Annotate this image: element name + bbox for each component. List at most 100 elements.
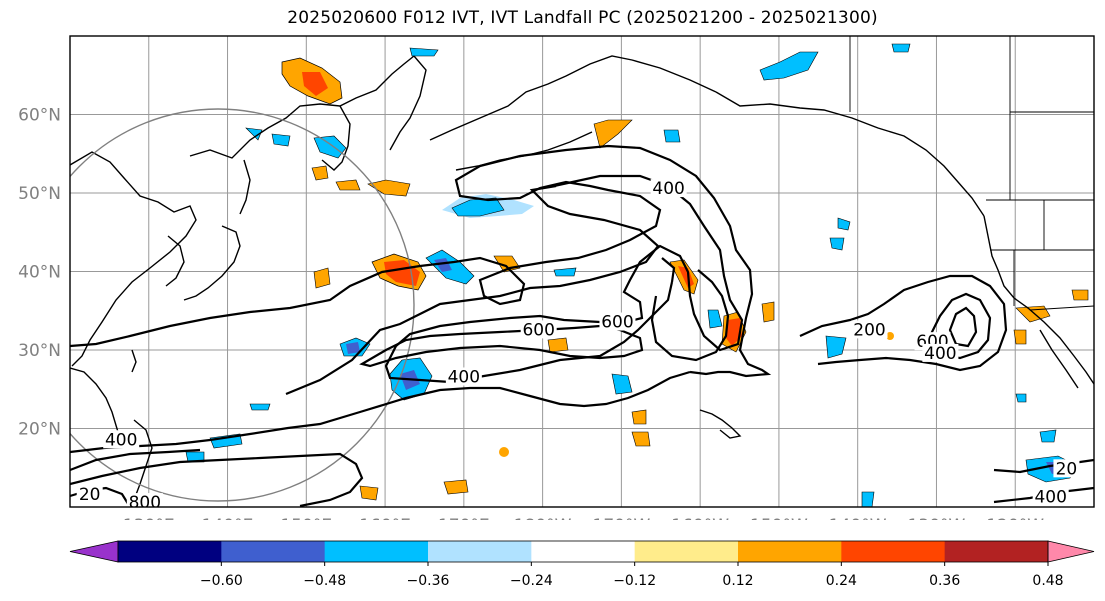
contour-label: 400 xyxy=(924,344,956,364)
negative-anomaly xyxy=(245,127,263,141)
colorbar-segment xyxy=(324,541,429,562)
kamchatka-coastline xyxy=(321,105,351,171)
positive-anomaly xyxy=(359,485,379,501)
colorbar-segment xyxy=(738,541,842,562)
negative-anomaly xyxy=(759,51,819,81)
north-america-west-coast xyxy=(983,215,1094,385)
us-mexico-border xyxy=(1029,305,1094,311)
longitude-tick-label: 180°W xyxy=(514,516,572,520)
longitude-tick-label: 150°E xyxy=(280,516,332,520)
positive-anomaly xyxy=(1013,329,1027,345)
positive-anomaly xyxy=(1071,289,1089,301)
longitude-tick-label: 160°E xyxy=(359,516,411,520)
alaska-coastline xyxy=(429,55,717,141)
contour-label: 400 xyxy=(105,430,137,450)
longitude-tick-label: 170°E xyxy=(438,516,490,520)
contour-label: 400 xyxy=(1034,488,1066,508)
positive-anomaly xyxy=(761,301,775,323)
negative-anomaly xyxy=(837,217,851,231)
longitude-tick-label: 140°W xyxy=(829,516,887,520)
longitude-tick-label: 130°W xyxy=(908,516,966,520)
negative-anomaly xyxy=(825,335,847,359)
figure-title: 2025020600 F012 IVT, IVT Landfall PC (20… xyxy=(287,8,878,28)
range-ring xyxy=(70,108,415,502)
positive-anomaly-core xyxy=(302,72,328,96)
colorbar-segment xyxy=(841,541,946,562)
colorbar-extend-high xyxy=(1047,540,1095,563)
positive-anomaly xyxy=(1015,305,1051,323)
negative-anomaly xyxy=(271,133,291,147)
ivt-pc-anomaly-shading xyxy=(185,43,1089,507)
contour-label-background xyxy=(599,312,636,331)
ivt-contour-600 xyxy=(359,324,644,368)
negative-anomaly xyxy=(1015,393,1027,403)
colorbar-segment xyxy=(428,541,532,562)
positive-anomaly xyxy=(631,431,651,447)
contour-label-background xyxy=(520,320,557,339)
latitude-tick-label: 30°N xyxy=(18,341,61,361)
korea xyxy=(165,235,185,287)
contour-label-background xyxy=(922,343,959,362)
baja-california xyxy=(1039,329,1079,389)
siberia-coastline xyxy=(189,55,415,159)
colorbar-tick-label: −0.60 xyxy=(200,573,243,589)
political-borders xyxy=(849,36,1094,311)
positive-anomaly xyxy=(593,119,633,149)
contour-label-background xyxy=(126,493,163,507)
colorbar-tick-label: 0.48 xyxy=(1032,573,1063,589)
okhotsk-coastline xyxy=(389,55,427,151)
negative-anomaly xyxy=(707,309,723,329)
latitude-tick-label: 20°N xyxy=(18,420,61,440)
ivt-contour-200 xyxy=(70,370,691,454)
sakhalin xyxy=(239,159,251,215)
longitude-tick-label: 170°W xyxy=(593,516,651,520)
contour-label: 600 xyxy=(522,320,554,340)
contour-label: 600 xyxy=(601,313,633,333)
asia-coastline xyxy=(70,151,197,367)
colorbar-tick-label: −0.36 xyxy=(407,573,450,589)
latitude-tick-label: 50°N xyxy=(18,184,61,204)
colorbar-segment xyxy=(944,541,1049,562)
positive-anomaly xyxy=(547,337,569,353)
colorbar-tick-labels: −0.60 −0.48 −0.36 −0.24 −0.12 0.12 0.24 0.36 0.4… xyxy=(200,562,1064,589)
negative-anomaly xyxy=(861,491,875,507)
positive-anomaly xyxy=(311,165,329,181)
negative-anomaly xyxy=(891,43,911,53)
colorbar-outline xyxy=(117,540,1049,563)
contour-label: 200 xyxy=(853,320,885,340)
ivt-contour-600 xyxy=(650,269,730,362)
philippines xyxy=(133,419,153,501)
positive-anomaly xyxy=(313,267,331,289)
colorbar-tick-label: 0.24 xyxy=(826,573,857,589)
ivt-contour-200-east xyxy=(799,274,1008,372)
latitude-tick-label: 40°N xyxy=(18,263,61,283)
positive-anomaly-spot xyxy=(886,332,894,340)
colorbar-tick-label: −0.24 xyxy=(510,573,553,589)
asia-coastline xyxy=(70,367,119,433)
ivt-contour-south xyxy=(70,452,364,507)
ivt-contour-400 xyxy=(285,184,660,396)
colorbar-tick-label: 0.12 xyxy=(722,573,753,589)
colorbar-segment xyxy=(531,541,636,562)
contour-label: 400 xyxy=(448,367,480,387)
longitude-tick-label: 160°W xyxy=(671,516,729,520)
positive-anomaly-spot xyxy=(499,447,509,457)
positive-anomaly xyxy=(367,179,411,197)
negative-anomaly xyxy=(663,129,681,143)
ivt-contour-400 xyxy=(661,257,676,283)
latitude-tick-labels: 60°N 50°N 40°N 30°N 20°N xyxy=(18,106,61,440)
negative-anomaly-core xyxy=(451,197,505,217)
colorbar-tick-label: 0.36 xyxy=(929,573,960,589)
colorbar-segment xyxy=(221,541,326,562)
contour-label: 20 xyxy=(1056,459,1078,479)
map-frame xyxy=(69,35,1095,508)
positive-anomaly xyxy=(631,409,647,425)
longitude-tick-labels: 130°E 140°E 150°E 160°E 170°E 180°W 170°W 160°W… xyxy=(123,516,1044,520)
negative-anomaly xyxy=(249,403,271,411)
contour-label-background xyxy=(650,179,687,198)
positive-anomaly xyxy=(443,479,469,495)
contour-label: 400 xyxy=(652,179,684,199)
longitude-tick-label: 140°E xyxy=(202,516,254,520)
graticule xyxy=(70,36,1094,507)
